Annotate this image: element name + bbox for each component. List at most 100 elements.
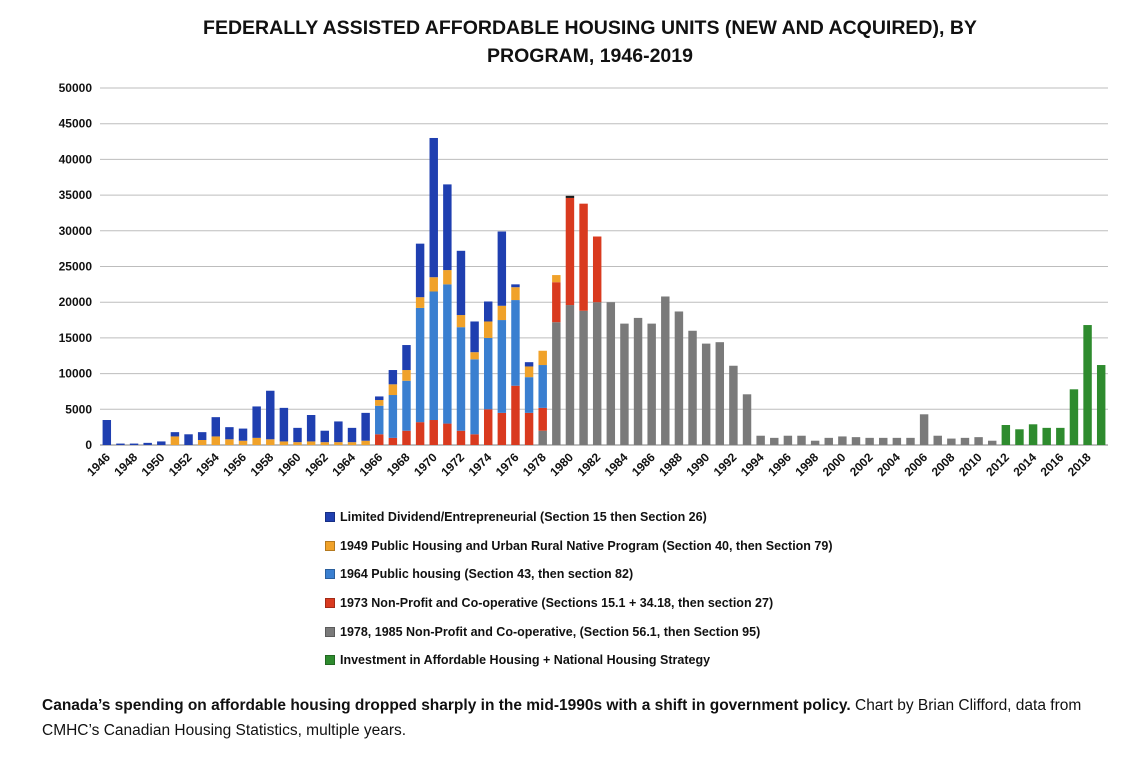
bar-segment-affordable-housing-investment — [1042, 427, 1051, 445]
bar-segment-limited-dividend — [511, 284, 520, 288]
x-tick-label: 1996 — [765, 450, 794, 479]
bar-segment-limited-dividend — [143, 442, 152, 445]
x-tick-label: 1980 — [547, 450, 576, 479]
y-tick-label: 45000 — [59, 117, 93, 131]
bar-segment-affordable-housing-investment — [1083, 325, 1092, 445]
bar-segment-limited-dividend — [170, 432, 180, 437]
y-axis-ticks: 5000045000400003500030000250002000015000… — [59, 81, 93, 452]
x-tick-label: 1976 — [493, 450, 522, 479]
x-tick-label: 2010 — [956, 450, 985, 479]
bar-segment-public-housing-1949 — [279, 441, 289, 445]
bar-segment-limited-dividend — [497, 231, 507, 306]
x-tick-label: 2004 — [874, 450, 903, 479]
bar-segment-public-housing-1949 — [347, 442, 357, 445]
bar-segment-public-housing-1949 — [456, 315, 466, 328]
bar-segment-public-housing-1949 — [429, 277, 438, 292]
chart-title-line-1: FEDERALLY ASSISTED AFFORDABLE HOUSING UN… — [203, 17, 977, 39]
legend: Limited Dividend/Entrepreneurial (Sectio… — [325, 503, 832, 675]
x-tick-label: 1974 — [466, 450, 495, 479]
bar-segment-public-housing-1964 — [524, 377, 534, 413]
bar-segment-public-housing-1949 — [538, 350, 547, 366]
bar-segment-public-housing-1964 — [538, 365, 547, 408]
legend-item: 1978, 1985 Non-Profit and Co-operative, … — [325, 617, 832, 646]
bar-segment-limited-dividend — [116, 443, 125, 445]
bar-segment-nonprofit-1978 — [579, 310, 588, 445]
bar-segment-public-housing-1949 — [361, 440, 370, 445]
x-tick-label: 1966 — [357, 450, 386, 479]
x-tick-label: 1954 — [193, 450, 222, 479]
bar-segment-nonprofit-1973 — [538, 407, 547, 431]
bar-segment-limited-dividend — [361, 412, 370, 441]
caption: Canada’s spending on affordable housing … — [42, 693, 1102, 743]
bar-segment-limited-dividend — [279, 407, 289, 442]
bar-segment-limited-dividend — [102, 420, 112, 445]
bar-segment-bar-cap — [565, 195, 575, 198]
bar-segment-nonprofit-1978 — [661, 296, 670, 445]
bar-segment-public-housing-1949 — [266, 439, 275, 445]
bar-segment-limited-dividend — [211, 417, 221, 437]
x-tick-label: 1956 — [220, 450, 249, 479]
bar-segment-limited-dividend — [456, 250, 466, 316]
bar-segment-public-housing-1964 — [402, 380, 411, 431]
bar-segment-nonprofit-1978 — [933, 435, 942, 445]
bar-segment-public-housing-1949 — [170, 436, 180, 445]
bar-segment-nonprofit-1978 — [838, 436, 847, 445]
bar-segment-public-housing-1949 — [320, 442, 329, 445]
bar-segment-limited-dividend — [443, 184, 452, 271]
bar-segment-nonprofit-1978 — [620, 323, 629, 445]
bar-segment-nonprofit-1978 — [552, 322, 561, 445]
bar-segment-public-housing-1949 — [470, 352, 479, 360]
bar-segment-public-housing-1949 — [497, 305, 507, 321]
bar-segment-affordable-housing-investment — [1056, 427, 1065, 445]
x-tick-label: 1984 — [602, 450, 631, 479]
y-tick-label: 30000 — [59, 224, 93, 238]
bar-segment-public-housing-1949 — [443, 270, 452, 285]
bar-segment-nonprofit-1973 — [579, 203, 588, 311]
bar-segment-public-housing-1964 — [375, 405, 384, 435]
x-tick-label: 1948 — [111, 450, 140, 479]
bar-segment-limited-dividend — [347, 427, 357, 443]
bar-segment-public-housing-1949 — [402, 370, 411, 381]
bar-segment-limited-dividend — [225, 427, 234, 440]
bar-segment-public-housing-1949 — [511, 287, 520, 301]
bar-segment-public-housing-1949 — [375, 400, 384, 406]
bar-segment-public-housing-1964 — [429, 291, 438, 421]
bar-segment-affordable-housing-investment — [1096, 365, 1106, 445]
x-tick-label: 2002 — [847, 450, 876, 479]
bar-segment-nonprofit-1973 — [592, 236, 602, 303]
bar-segment-nonprofit-1978 — [947, 438, 956, 445]
bar-segment-public-housing-1949 — [415, 297, 425, 308]
x-tick-label: 1972 — [438, 450, 467, 479]
bar-segment-nonprofit-1973 — [511, 385, 520, 445]
y-tick-label: 5000 — [65, 402, 92, 416]
y-tick-label: 40000 — [59, 152, 93, 166]
y-tick-label: 25000 — [59, 260, 93, 274]
bar-segment-nonprofit-1973 — [402, 430, 411, 445]
bar-segment-limited-dividend — [375, 396, 384, 401]
x-tick-label: 2008 — [929, 450, 958, 479]
bar-segment-nonprofit-1973 — [388, 437, 398, 445]
bar-segment-nonprofit-1978 — [906, 437, 915, 445]
bar-segment-public-housing-1949 — [483, 321, 493, 338]
bar-segment-nonprofit-1978 — [729, 365, 738, 445]
x-tick-label: 1994 — [738, 450, 767, 479]
bar-segment-nonprofit-1973 — [456, 430, 466, 445]
bar-segment-limited-dividend — [429, 137, 438, 278]
bar-segment-nonprofit-1978 — [865, 437, 874, 445]
bar-segment-nonprofit-1978 — [565, 305, 575, 445]
bar-segment-limited-dividend — [266, 390, 275, 440]
x-tick-label: 1998 — [792, 450, 821, 479]
legend-item: 1973 Non-Profit and Co-operative (Sectio… — [325, 589, 832, 618]
bar-segment-nonprofit-1978 — [824, 437, 833, 445]
bar-segment-limited-dividend — [129, 443, 139, 445]
caption-bold: Canada’s spending on affordable housing … — [42, 697, 851, 714]
legend-swatch — [325, 512, 335, 523]
x-tick-label: 1962 — [302, 450, 331, 479]
legend-label: 1973 Non-Profit and Co-operative (Sectio… — [340, 596, 774, 611]
x-tick-label: 1950 — [139, 450, 168, 479]
bar-segment-nonprofit-1973 — [497, 412, 507, 445]
bar-segment-affordable-housing-investment — [1001, 425, 1011, 445]
x-tick-label: 1978 — [520, 450, 549, 479]
bar-segment-public-housing-1964 — [388, 395, 398, 438]
bar-segment-nonprofit-1973 — [483, 409, 493, 445]
